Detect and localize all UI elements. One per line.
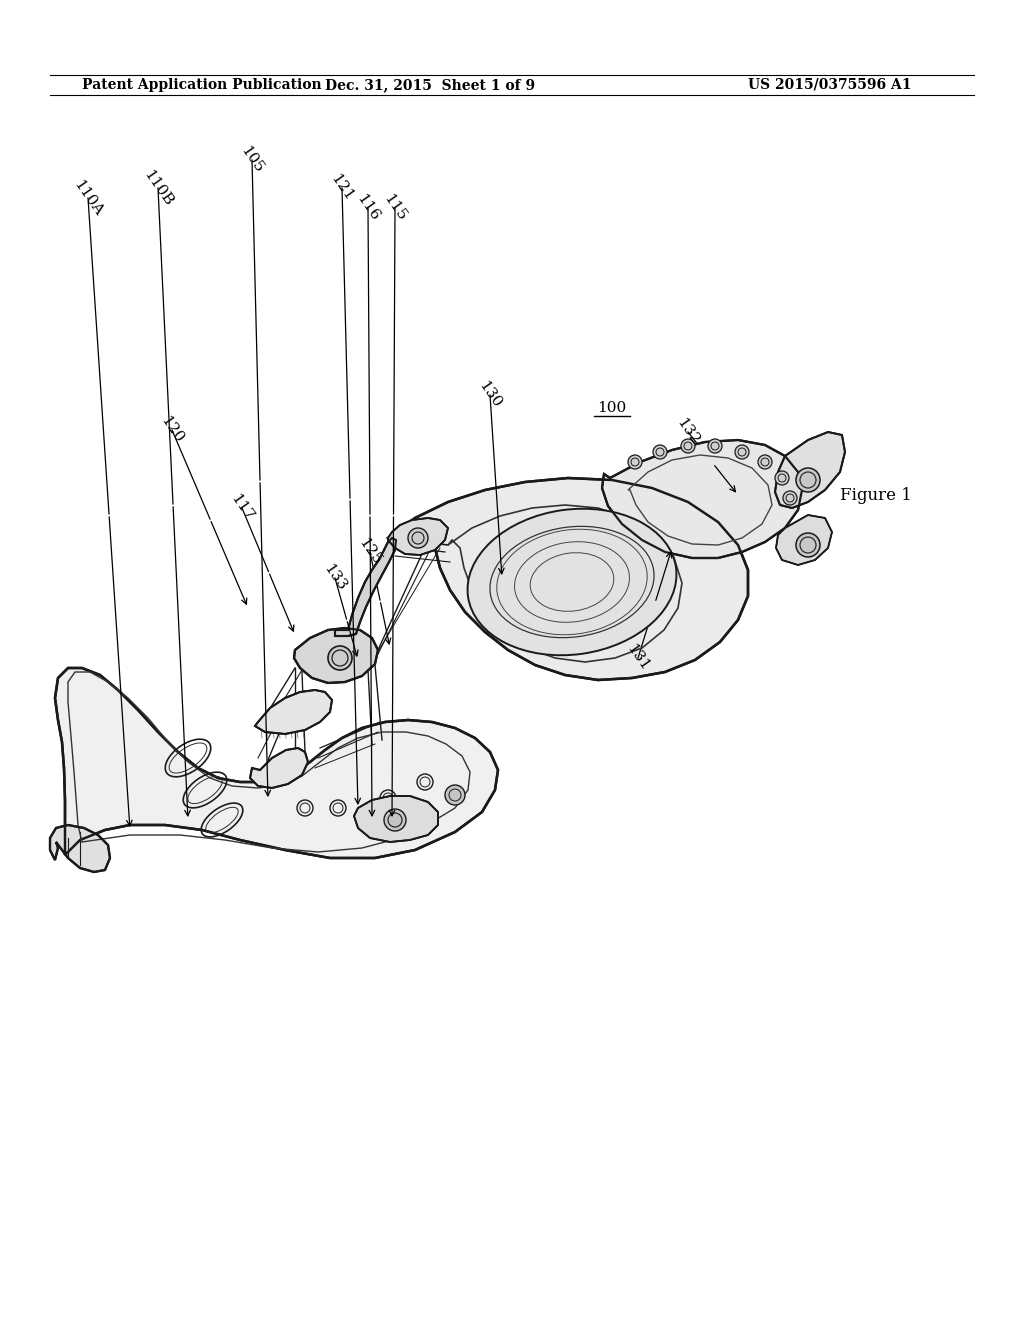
Text: Dec. 31, 2015  Sheet 1 of 9: Dec. 31, 2015 Sheet 1 of 9 bbox=[325, 78, 536, 92]
Text: 130: 130 bbox=[476, 379, 504, 411]
Polygon shape bbox=[335, 539, 396, 636]
Circle shape bbox=[384, 809, 406, 832]
Text: 133: 133 bbox=[321, 562, 349, 594]
Polygon shape bbox=[250, 748, 308, 788]
Circle shape bbox=[328, 645, 352, 671]
Circle shape bbox=[408, 528, 428, 548]
Text: Patent Application Publication: Patent Application Publication bbox=[82, 78, 322, 92]
Text: 110A: 110A bbox=[71, 177, 105, 219]
Text: 105: 105 bbox=[238, 144, 266, 176]
Polygon shape bbox=[776, 515, 831, 565]
Polygon shape bbox=[775, 432, 845, 508]
Polygon shape bbox=[354, 796, 438, 842]
Circle shape bbox=[653, 445, 667, 459]
Text: 116: 116 bbox=[354, 191, 382, 224]
Ellipse shape bbox=[468, 508, 677, 655]
Text: 110B: 110B bbox=[140, 168, 175, 209]
Text: 131: 131 bbox=[624, 642, 652, 675]
Circle shape bbox=[758, 455, 772, 469]
Text: 125: 125 bbox=[356, 536, 384, 568]
Text: 117: 117 bbox=[228, 492, 256, 524]
Polygon shape bbox=[602, 440, 802, 558]
Circle shape bbox=[783, 491, 797, 506]
Text: 132: 132 bbox=[674, 416, 702, 447]
Circle shape bbox=[775, 471, 790, 484]
Circle shape bbox=[796, 533, 820, 557]
Text: 100: 100 bbox=[597, 401, 627, 414]
Circle shape bbox=[628, 455, 642, 469]
Circle shape bbox=[796, 469, 820, 492]
Polygon shape bbox=[294, 628, 378, 682]
Text: 115: 115 bbox=[381, 191, 409, 224]
Text: 120: 120 bbox=[158, 414, 186, 446]
Circle shape bbox=[708, 440, 722, 453]
Polygon shape bbox=[388, 517, 449, 554]
Polygon shape bbox=[55, 668, 498, 858]
Circle shape bbox=[445, 785, 465, 805]
Circle shape bbox=[681, 440, 695, 453]
Circle shape bbox=[735, 445, 749, 459]
Polygon shape bbox=[388, 478, 748, 680]
Polygon shape bbox=[255, 690, 332, 734]
Text: Figure 1: Figure 1 bbox=[840, 487, 912, 503]
Text: 121: 121 bbox=[328, 172, 356, 205]
Text: US 2015/0375596 A1: US 2015/0375596 A1 bbox=[749, 78, 911, 92]
Polygon shape bbox=[50, 825, 110, 873]
